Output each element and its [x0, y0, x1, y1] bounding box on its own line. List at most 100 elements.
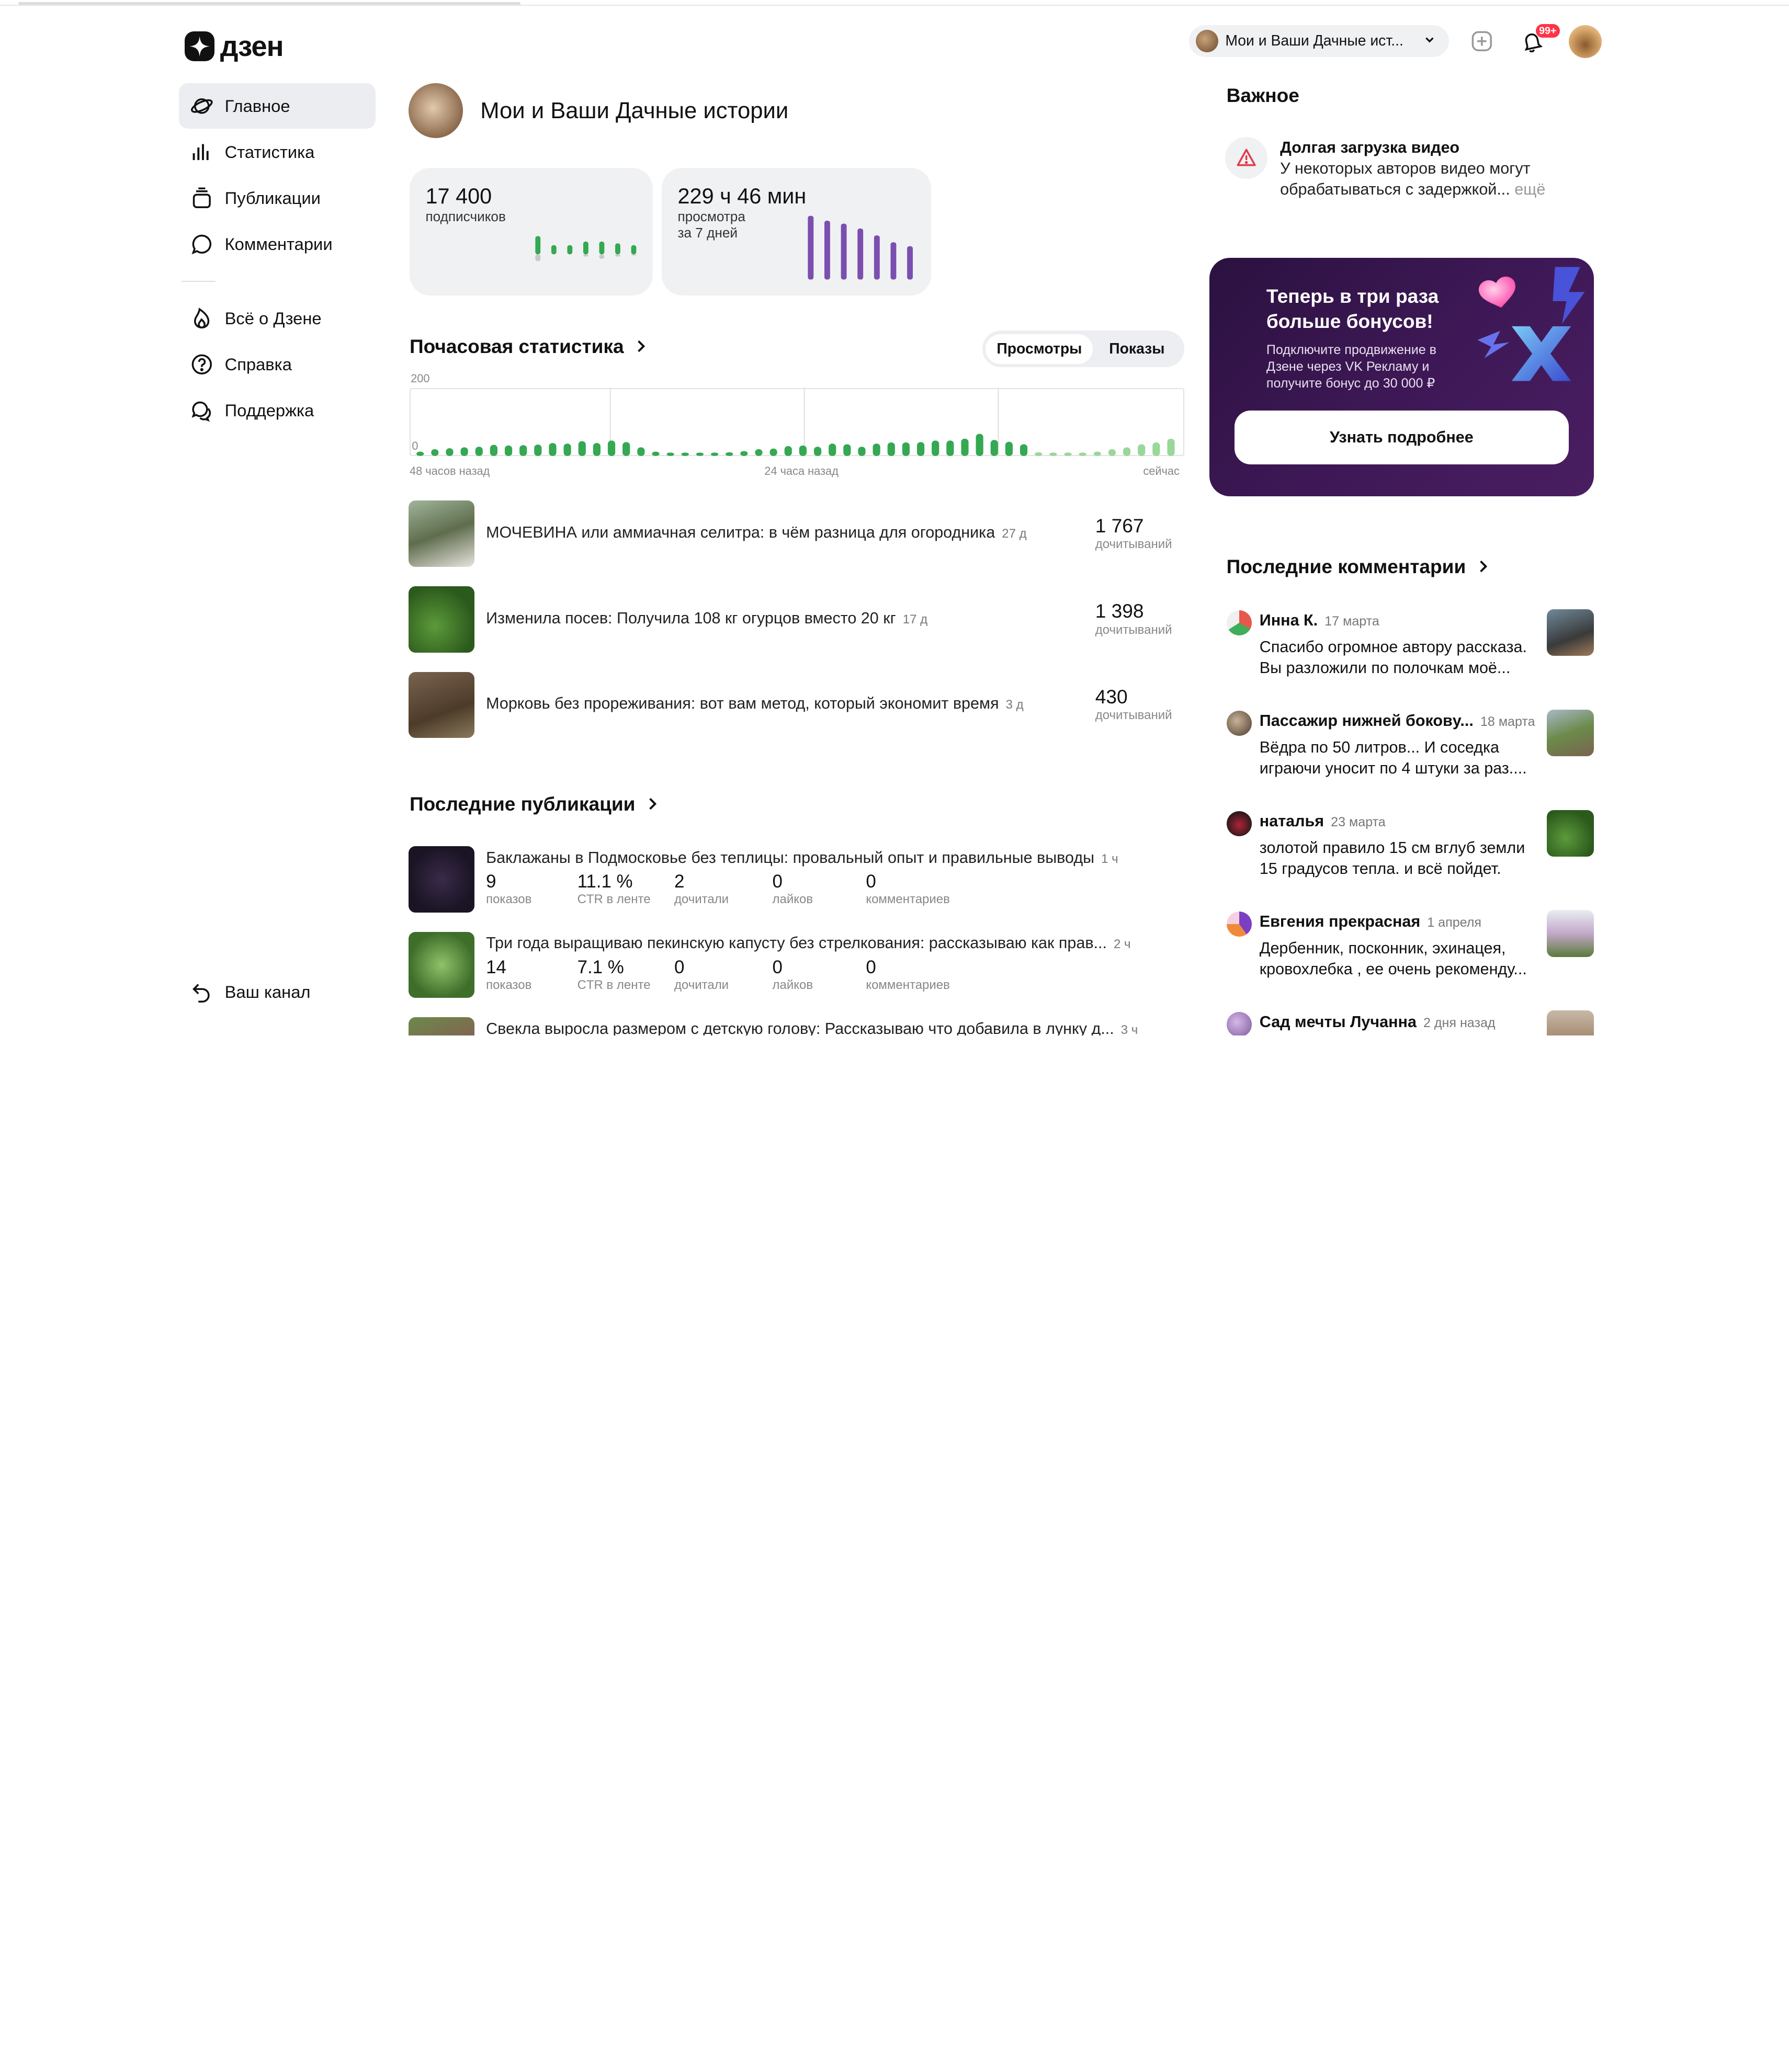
latest-publications-header[interactable]: Последние публикации: [410, 793, 658, 815]
comment-date: 18 марта: [1480, 714, 1535, 729]
publication-thumbnail: [408, 586, 475, 653]
top-publication-row[interactable]: Морковь без прореживания: вот вам метод,…: [408, 671, 1184, 738]
tab-views[interactable]: Просмотры: [986, 334, 1093, 364]
bell-icon[interactable]: [1520, 29, 1545, 54]
stat-value: 0: [866, 957, 876, 977]
add-icon[interactable]: [1469, 29, 1494, 54]
hourly-bar: [990, 440, 998, 457]
hourly-bar: [813, 447, 821, 457]
comment-item[interactable]: Сад мечты Лучанна 2 дня назад: [1226, 1010, 1594, 1036]
subs-bar-pos: [631, 245, 636, 255]
hourly-bar: [1079, 452, 1086, 457]
sidebar-item-home[interactable]: Главное: [179, 83, 376, 129]
subscribers-card[interactable]: 17 400 подписчиков: [409, 167, 653, 295]
hourly-bar: [681, 452, 689, 457]
comment-text: Дербенник, посконник, эхинацея, кровохле…: [1259, 939, 1527, 978]
avatar: [1226, 911, 1252, 937]
user-avatar[interactable]: [1568, 25, 1602, 59]
stat-label: дочитали: [674, 892, 729, 907]
channel-switcher[interactable]: Мои и Ваши Дачные ист...: [1188, 25, 1449, 58]
latest-publication-row[interactable]: Свекла выросла размером с детскую голову…: [408, 1017, 1184, 1036]
latest-publication-row[interactable]: Баклажаны в Подмосковье без теплицы: про…: [408, 846, 1184, 917]
chevron-down-icon: [1424, 32, 1435, 50]
hourly-bar: [1093, 451, 1101, 457]
comment-text: Вёдра по 50 литров... И соседка играючи …: [1259, 738, 1527, 778]
stat-impressions: 9 показов: [486, 871, 577, 907]
views-card[interactable]: 229 ч 46 мин просмотра за 7 дней: [661, 167, 931, 295]
publication-title-wrap: Изменила посев: Получила 108 кг огурцов …: [486, 609, 927, 628]
hourly-bar: [1167, 439, 1175, 457]
important-title: Важное: [1226, 84, 1299, 107]
sidebar-item-help[interactable]: Справка: [179, 341, 375, 387]
publication-age: 3 ч: [1120, 1022, 1138, 1036]
publication-age: 27 д: [1002, 527, 1027, 541]
hourly-stats-header[interactable]: Почасовая статистика: [410, 335, 647, 358]
subs-bar-pos: [551, 245, 557, 255]
publication-age: 1 ч: [1101, 851, 1118, 866]
hourly-bar: [460, 447, 468, 457]
comment-item[interactable]: Пассажир нижней боковy... 18 марта Вёдра …: [1226, 709, 1594, 778]
publication-age: 3 д: [1005, 698, 1024, 712]
return-arrow-icon: [190, 981, 213, 1004]
latest-publication-row[interactable]: Три года выращиваю пекинскую капусту без…: [408, 931, 1184, 1003]
subscribers-sparkline: [535, 236, 636, 261]
hourly-bar: [446, 448, 454, 457]
tab-shows[interactable]: Показы: [1109, 340, 1165, 357]
top-publication-row[interactable]: МОЧЕВИНА или аммиачная селитра: в чём ра…: [408, 500, 1184, 567]
comment-date: 2 дня назад: [1423, 1015, 1496, 1030]
sidebar-item-your-channel[interactable]: Ваш канал: [190, 981, 311, 1004]
hourly-bar: [1034, 452, 1043, 457]
channel-avatar-large: [408, 83, 463, 138]
stat-label: дочитали: [674, 977, 729, 992]
stat-read: 2 дочитали: [674, 871, 773, 907]
comment-author: Сад мечты Лучанна: [1259, 1012, 1417, 1031]
sidebar-item-support[interactable]: Поддержка: [179, 388, 375, 433]
comment-author: Евгения прекрасная: [1259, 912, 1421, 930]
hourly-bar: [710, 452, 718, 457]
comment-author-wrap: Инна К. 17 марта: [1260, 611, 1379, 630]
sidebar-item-about[interactable]: Всё о Дзене: [179, 295, 375, 341]
views-period: за 7 дней: [677, 224, 738, 241]
publication-thumbnail: [408, 846, 475, 913]
stat-comments: 0 комментариев: [866, 957, 980, 993]
hourly-bar: [784, 446, 792, 457]
sidebar-item-stats[interactable]: Статистика: [179, 129, 375, 175]
comment-author-wrap: Сад мечты Лучанна 2 дня назад: [1260, 1013, 1496, 1031]
hourly-bar: [858, 447, 866, 457]
sidebar-item-label: Главное: [224, 96, 290, 116]
subs-bar-pos: [615, 243, 620, 255]
subs-bar-neg: [583, 254, 588, 257]
publication-title: Морковь без прореживания: вот вам метод,…: [486, 695, 999, 713]
sidebar-item-label: Справка: [224, 354, 292, 374]
learn-more-button[interactable]: Узнать подробнее: [1234, 411, 1569, 464]
comment-item[interactable]: наталья 23 марта золотой правило 15 см вг…: [1226, 810, 1594, 879]
logo[interactable]: дзен: [185, 30, 284, 63]
publication-title: МОЧЕВИНА или аммиачная селитра: в чём ра…: [486, 523, 995, 542]
publication-age: 17 д: [902, 612, 928, 627]
planet-icon: [190, 95, 213, 118]
more-link[interactable]: ещё: [1514, 180, 1546, 199]
comment-item[interactable]: Евгения прекрасная 1 апреля Дербенник, по…: [1226, 910, 1594, 978]
comment-author-wrap: наталья 23 марта: [1260, 812, 1386, 830]
stack-icon: [190, 187, 213, 210]
publication-stats: 14 показов 7.1 % CTR в ленте 0 дочитали 0 ла…: [486, 957, 980, 993]
channel-avatar: [1195, 29, 1219, 53]
hourly-bar: [652, 451, 660, 457]
comments-header[interactable]: Последние комментарии: [1227, 555, 1489, 578]
promo-banner: Теперь в три раза больше бонусов! Подклю…: [1209, 257, 1594, 496]
promo-text: Подключите продвижение в Дзене через VK …: [1266, 343, 1437, 391]
important-item[interactable]: Долгая загрузка видео У некоторых авторо…: [1280, 137, 1565, 200]
top-publication-row[interactable]: Изменила посев: Получила 108 кг огурцов …: [408, 586, 1184, 653]
publication-title-wrap: Баклажаны в Подмосковье без теплицы: про…: [486, 849, 1171, 867]
comment-thumbnail: [1547, 810, 1594, 857]
stat-label: комментариев: [866, 892, 950, 907]
hourly-bar: [475, 447, 483, 457]
comment-author: Пассажир нижней боковy...: [1259, 711, 1474, 730]
sidebar-item-comments[interactable]: Комментарии: [179, 221, 375, 267]
comments-title: Последние комментарии: [1226, 555, 1466, 578]
sidebar-item-publications[interactable]: Публикации: [179, 175, 375, 221]
subs-bar-neg: [615, 254, 620, 257]
hourly-bar: [490, 445, 497, 457]
comment-author-wrap: Евгения прекрасная 1 апреля: [1260, 913, 1481, 931]
comment-item[interactable]: Инна К. 17 марта Спасибо огромное автору …: [1226, 609, 1594, 678]
